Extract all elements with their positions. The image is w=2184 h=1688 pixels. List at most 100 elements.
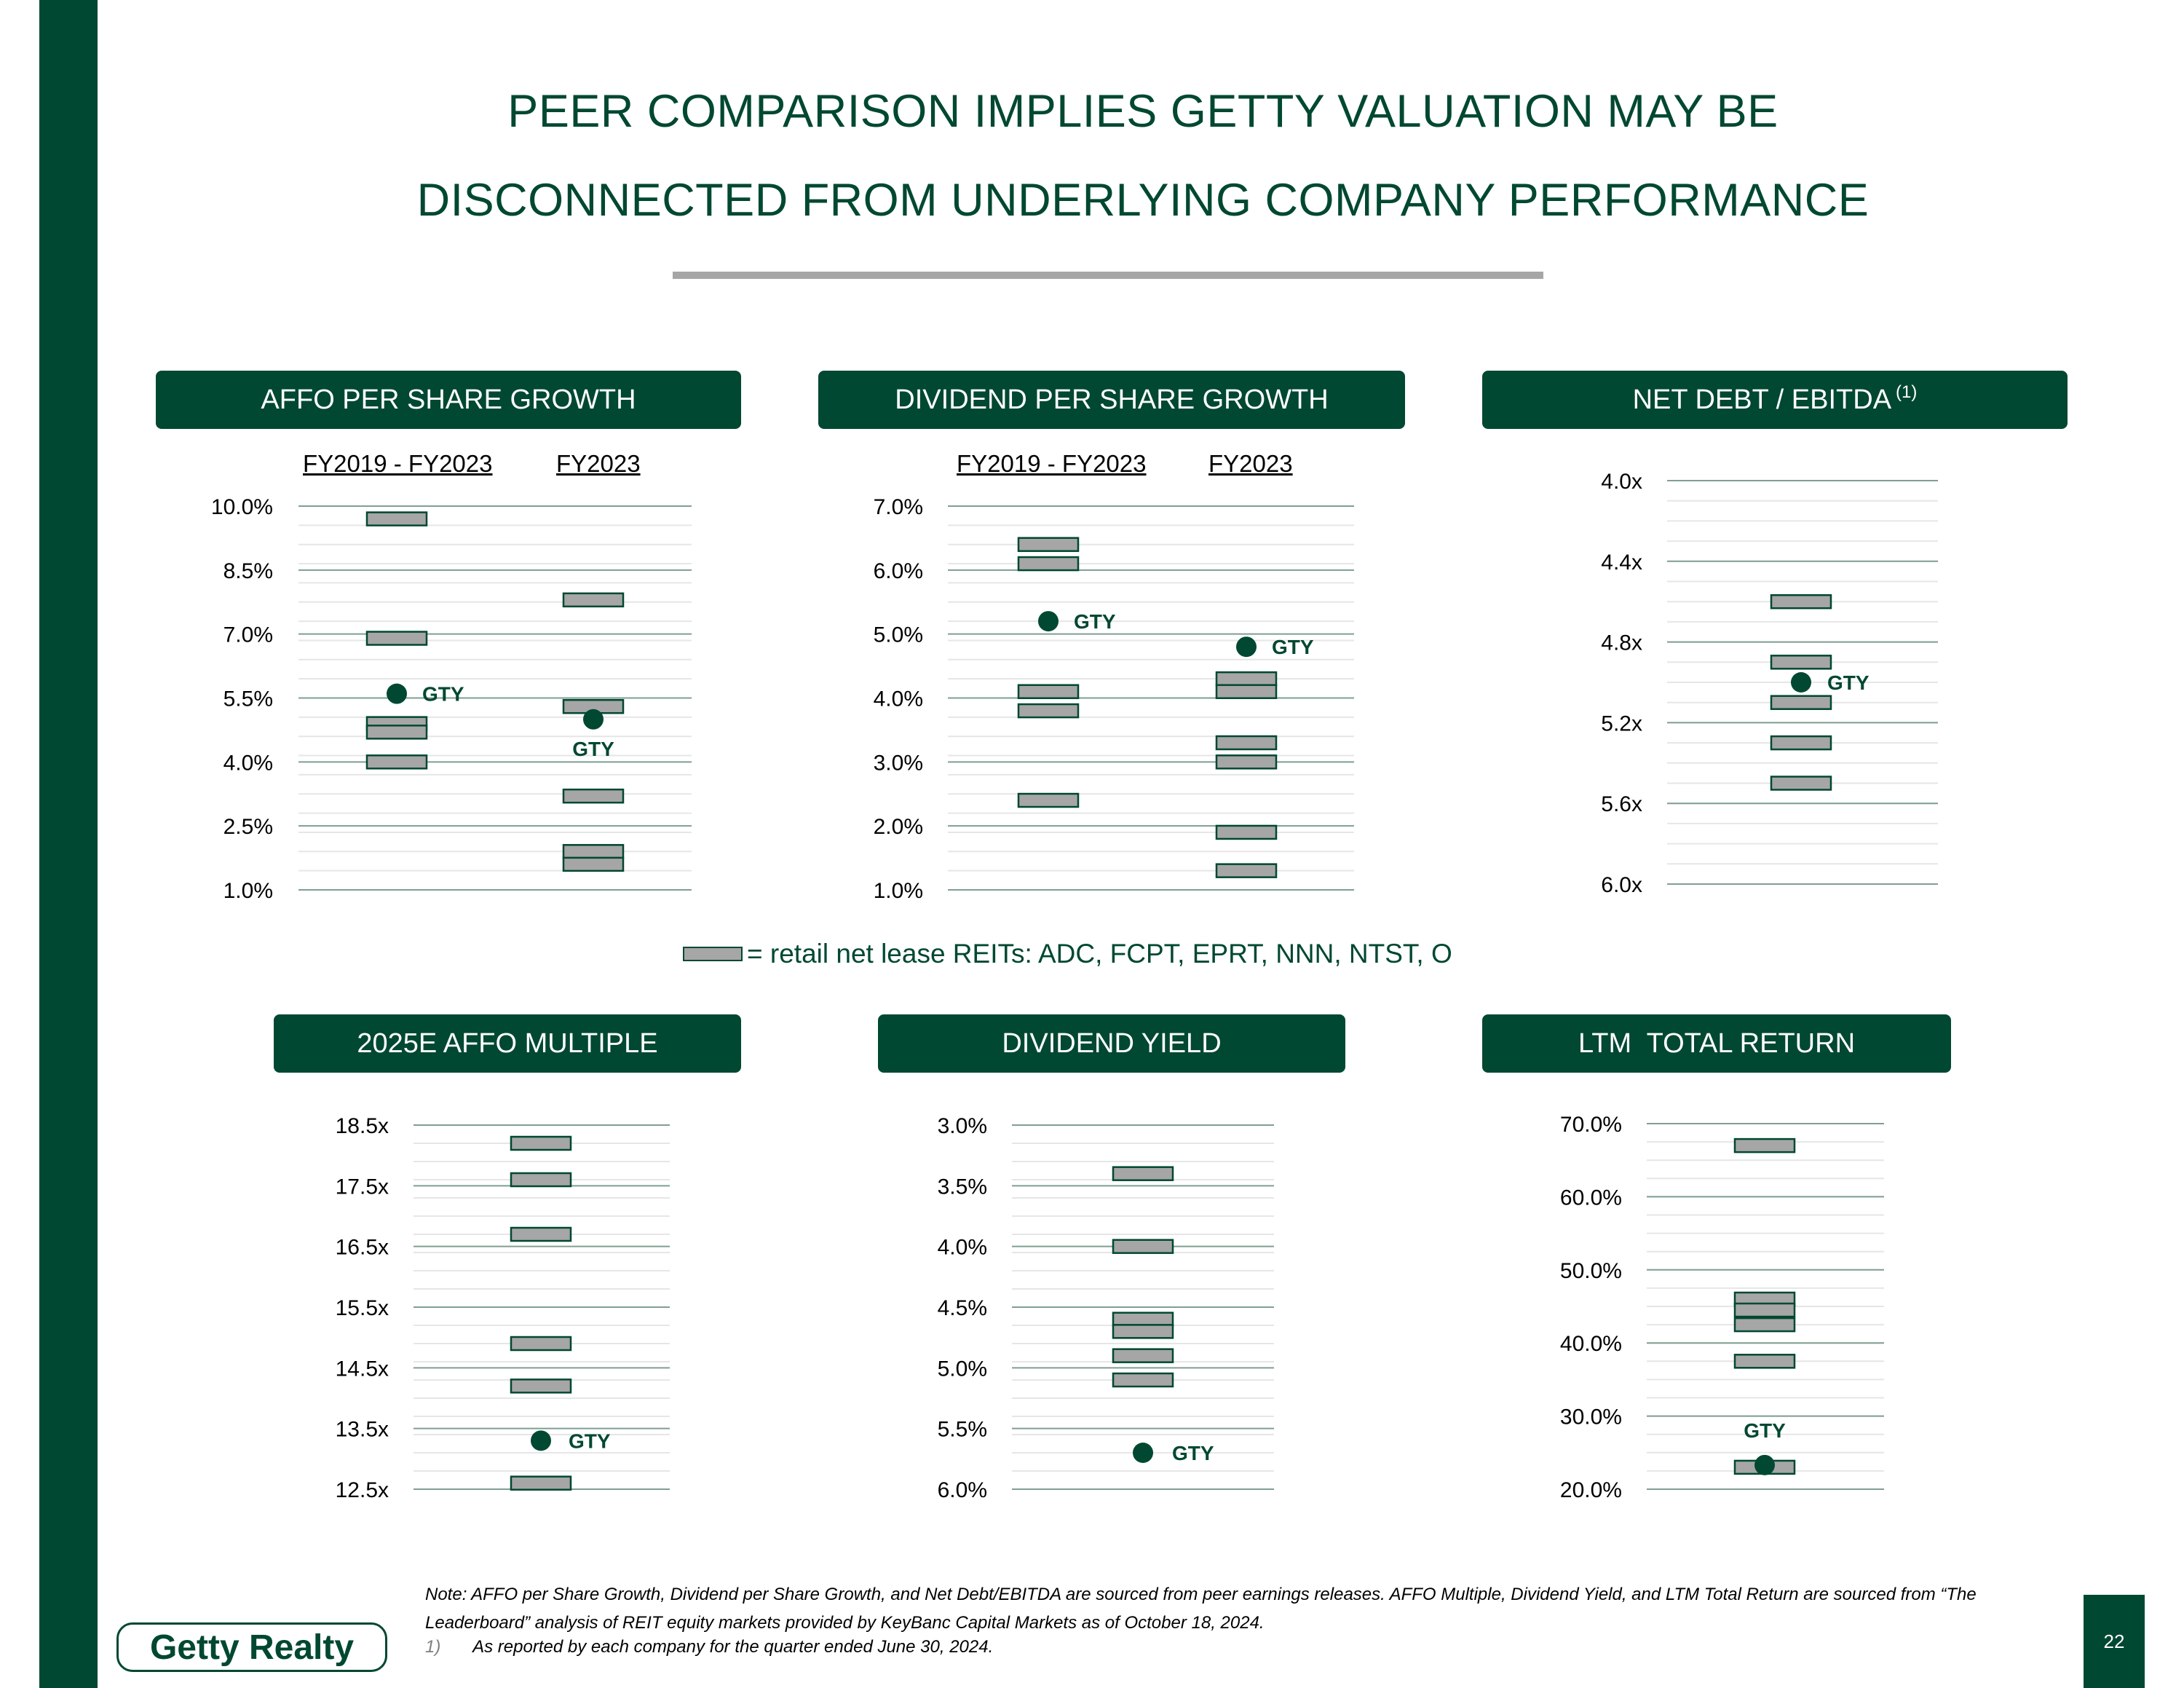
page-title-line-2: DISCONNECTED FROM UNDERLYING COMPANY PER… xyxy=(416,175,1870,226)
gty-marker xyxy=(1754,1454,1775,1475)
y-tick-label: 14.5x xyxy=(336,1357,389,1381)
peer-marker xyxy=(1112,1166,1174,1181)
peer-marker xyxy=(1017,537,1080,552)
panel-header-ltm-total-return: LTM TOTAL RETURN xyxy=(1482,1014,1951,1073)
peer-marker xyxy=(1215,671,1278,687)
peer-marker xyxy=(365,511,428,526)
peer-marker xyxy=(1112,1239,1174,1254)
y-tick-label: 40.0% xyxy=(1560,1332,1622,1356)
peer-marker xyxy=(1733,1302,1796,1318)
panel-title: LTM TOTAL RETURN xyxy=(1578,1028,1856,1059)
gty-label: GTY xyxy=(1074,610,1116,633)
peer-marker xyxy=(365,754,428,770)
legend: = retail net lease REITs: ADC, FCPT, EPR… xyxy=(683,936,1452,972)
y-tick-label: 2.0% xyxy=(874,815,923,839)
y-tick-label: 5.0% xyxy=(874,623,923,647)
title-divider xyxy=(673,272,1543,279)
panel-header-dividend-yield: DIVIDEND YIELD xyxy=(878,1014,1345,1073)
y-tick-label: 7.0% xyxy=(223,623,273,647)
peer-marker xyxy=(1215,684,1278,699)
peer-marker xyxy=(562,788,625,804)
peer-marker xyxy=(562,856,625,872)
y-tick-label: 70.0% xyxy=(1560,1113,1622,1137)
getty-realty-logo: Getty Realty xyxy=(116,1622,387,1672)
y-tick-label: 1.0% xyxy=(874,879,923,903)
legend-peer-swatch xyxy=(683,947,743,961)
y-tick-label: 4.0x xyxy=(1601,470,1642,494)
source-note: Note: AFFO per Share Growth, Dividend pe… xyxy=(425,1585,1977,1633)
y-tick-label: 60.0% xyxy=(1560,1186,1622,1210)
y-tick-label: 5.2x xyxy=(1601,711,1642,735)
panel-title: DIVIDEND YIELD xyxy=(1002,1028,1222,1059)
peer-marker xyxy=(365,725,428,740)
peer-marker xyxy=(1215,863,1278,878)
peer-marker xyxy=(1733,1317,1796,1333)
y-tick-label: 30.0% xyxy=(1560,1405,1622,1429)
panel-title: AFFO PER SHARE GROWTH xyxy=(261,384,636,415)
col-head-dividend-year: FY2023 xyxy=(1208,450,1293,477)
peer-marker xyxy=(1215,824,1278,840)
y-tick-label: 12.5x xyxy=(336,1478,389,1502)
y-tick-label: 4.4x xyxy=(1601,551,1642,575)
peer-marker xyxy=(1770,593,1832,610)
gty-marker xyxy=(387,683,407,704)
peer-marker xyxy=(1770,655,1832,670)
gty-label: GTY xyxy=(1172,1442,1214,1464)
y-tick-label: 50.0% xyxy=(1560,1259,1622,1283)
peer-marker xyxy=(1770,695,1832,710)
y-tick-label: 5.5% xyxy=(223,687,273,711)
y-tick-label: 4.0% xyxy=(223,751,273,775)
gty-marker xyxy=(1236,636,1257,658)
y-tick-label: 3.0% xyxy=(938,1114,987,1138)
peer-marker xyxy=(1112,1312,1174,1327)
panel-header-net-debt-ebitda: NET DEBT / EBITDA (1) xyxy=(1482,371,2068,429)
peer-marker xyxy=(1770,735,1832,751)
y-tick-label: 20.0% xyxy=(1560,1478,1622,1502)
peer-marker xyxy=(510,1226,572,1242)
gty-label: GTY xyxy=(569,1429,611,1452)
page-number: 22 xyxy=(2084,1595,2145,1688)
y-tick-label: 4.0% xyxy=(874,687,923,711)
panel-header-dividend-growth: DIVIDEND PER SHARE GROWTH xyxy=(818,371,1405,429)
gty-marker xyxy=(583,709,604,730)
peer-marker xyxy=(510,1475,572,1491)
peer-marker xyxy=(1112,1348,1174,1363)
gty-label: GTY xyxy=(422,683,464,706)
peer-marker xyxy=(1215,735,1278,751)
gty-marker xyxy=(1133,1443,1153,1463)
y-tick-label: 8.5% xyxy=(223,559,273,583)
y-tick-label: 1.0% xyxy=(223,879,273,903)
peer-marker xyxy=(1733,1137,1796,1153)
footnote-marker: (1) xyxy=(1896,382,1918,402)
brand-sidebar xyxy=(39,0,98,1688)
peer-marker xyxy=(1112,1372,1174,1388)
panel-title: 2025E AFFO MULTIPLE xyxy=(357,1028,658,1059)
gty-label: GTY xyxy=(572,738,614,760)
peer-marker xyxy=(1112,1324,1174,1339)
panel-header-affo-multiple: 2025E AFFO MULTIPLE xyxy=(274,1014,741,1073)
y-tick-label: 17.5x xyxy=(336,1175,389,1199)
footnote-text: As reported by each company for the quar… xyxy=(472,1637,994,1657)
peer-marker xyxy=(1017,703,1080,719)
panel-title: DIVIDEND PER SHARE GROWTH xyxy=(895,384,1329,415)
y-tick-label: 13.5x xyxy=(336,1418,389,1442)
peer-marker xyxy=(1017,684,1080,699)
legend-text: = retail net lease REITs: ADC, FCPT, EPR… xyxy=(747,939,1452,969)
y-tick-label: 10.0% xyxy=(211,495,273,519)
y-tick-label: 4.5% xyxy=(938,1296,987,1320)
y-tick-label: 16.5x xyxy=(336,1236,389,1260)
y-tick-label: 4.0% xyxy=(938,1236,987,1260)
col-head-dividend-period: FY2019 - FY2023 xyxy=(957,450,1147,477)
y-tick-label: 4.8x xyxy=(1601,631,1642,655)
peer-marker xyxy=(1017,792,1080,808)
y-tick-label: 2.5% xyxy=(223,815,273,839)
y-tick-label: 3.0% xyxy=(874,751,923,775)
peer-marker xyxy=(562,844,625,859)
peer-marker xyxy=(510,1336,572,1352)
page-title-line-1: PEER COMPARISON IMPLIES GETTY VALUATION … xyxy=(507,86,1779,137)
peer-marker xyxy=(510,1135,572,1151)
y-tick-label: 5.6x xyxy=(1601,792,1642,816)
y-tick-label: 5.0% xyxy=(938,1357,987,1381)
peer-marker xyxy=(1215,754,1278,770)
